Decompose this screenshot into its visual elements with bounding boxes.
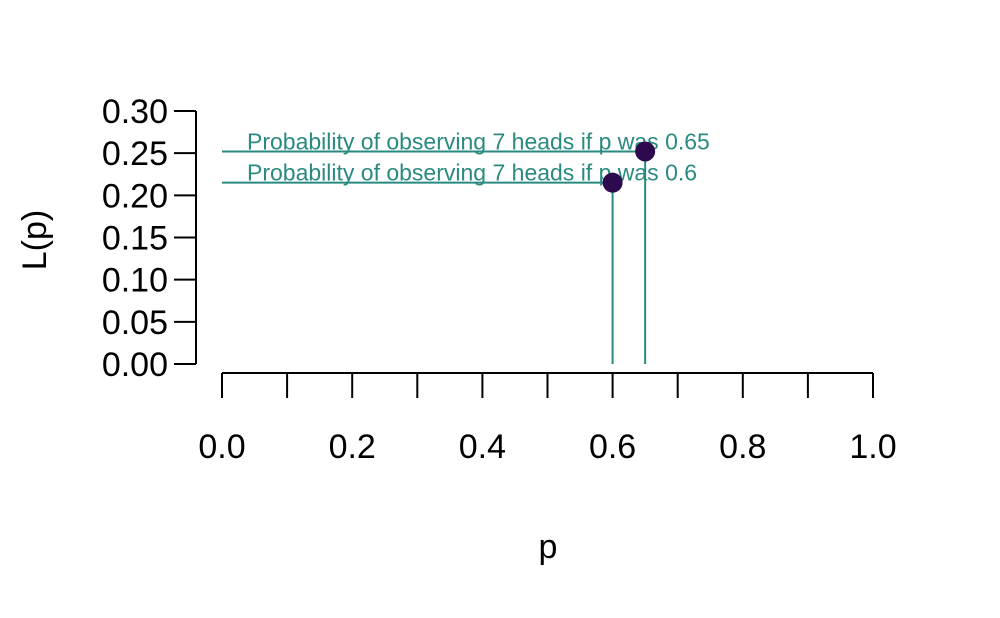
y-tick-label: 0.30 xyxy=(102,93,168,131)
x-tick-label: 0.8 xyxy=(719,428,766,466)
y-tick-label: 0.00 xyxy=(102,346,168,384)
x-tick-label: 0.0 xyxy=(198,428,245,466)
data-point xyxy=(602,172,623,193)
x-axis: 0.0 0.2 0.4 0.6 0.8 1.0 xyxy=(198,372,897,466)
x-tick-label: 0.4 xyxy=(459,428,506,466)
annotation-label: Probability of observing 7 heads if p wa… xyxy=(247,160,697,186)
y-tick-label: 0.20 xyxy=(102,177,168,215)
x-tick-label: 0.2 xyxy=(329,428,376,466)
y-tick-label: 0.25 xyxy=(102,135,168,173)
y-tick-label: 0.10 xyxy=(102,262,168,300)
data-points xyxy=(602,141,656,193)
y-axis-title: L(p) xyxy=(16,210,54,270)
guide-lines xyxy=(222,150,647,364)
annotation-label: Probability of observing 7 heads if p wa… xyxy=(247,128,710,154)
data-point xyxy=(635,141,656,162)
x-tick-label: 1.0 xyxy=(849,428,896,466)
y-tick-label: 0.05 xyxy=(102,304,168,342)
x-axis-title: p xyxy=(539,528,558,566)
y-tick-label: 0.15 xyxy=(102,220,168,258)
y-axis: 0.00 0.05 0.10 0.15 0.20 0.25 0.30 xyxy=(102,93,197,384)
x-tick-label: 0.6 xyxy=(589,428,636,466)
